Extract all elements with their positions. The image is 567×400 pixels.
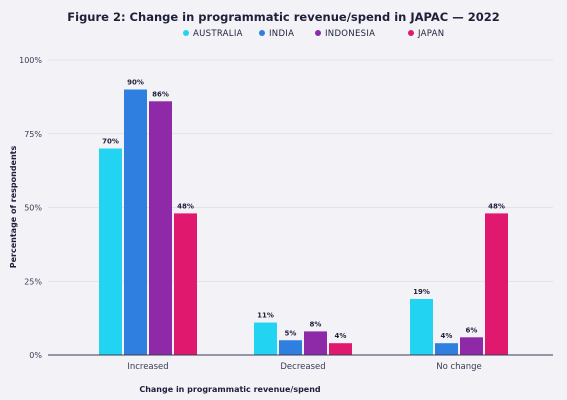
bar-india-increased xyxy=(124,89,147,355)
data-label: 6% xyxy=(466,326,478,334)
legend-item-australia: AUSTRALIA xyxy=(183,29,243,39)
legend-item-japan: JAPAN xyxy=(408,29,444,39)
bar-india-no-change xyxy=(435,343,458,355)
data-label: 48% xyxy=(488,202,505,210)
bar-japan-decreased xyxy=(329,343,352,355)
bar-indonesia-decreased xyxy=(304,331,327,355)
x-axis-categories: Increased Decreased No change xyxy=(127,362,481,372)
legend-item-indonesia: INDONESIA xyxy=(315,29,375,39)
data-label: 4% xyxy=(441,332,453,340)
x-category-label: Increased xyxy=(127,362,168,372)
bar-australia-no-change xyxy=(410,298,433,355)
legend-swatch xyxy=(315,30,321,36)
data-label: 11% xyxy=(257,312,274,320)
y-tick-label: 100% xyxy=(19,56,42,65)
data-label: 86% xyxy=(152,90,169,98)
legend: AUSTRALIA INDIA INDONESIA JAPAN xyxy=(183,29,444,39)
y-tick-label: 75% xyxy=(24,130,42,139)
y-axis-title: Percentage of respondents xyxy=(9,146,18,269)
bar-japan-no-change xyxy=(485,213,508,355)
data-labels: 70% 90% 86% 48% 11% 5% 8% 4% 19% 4% 6% 48% xyxy=(102,79,505,341)
data-label: 90% xyxy=(127,79,144,87)
x-category-label: Decreased xyxy=(280,362,325,372)
data-label: 4% xyxy=(335,332,347,340)
data-label: 5% xyxy=(285,329,297,337)
data-label: 8% xyxy=(310,320,322,328)
legend-label: INDIA xyxy=(269,29,294,39)
legend-swatch xyxy=(183,30,189,36)
x-axis-title: Change in programmatic revenue/spend xyxy=(139,385,321,394)
y-tick-label: 25% xyxy=(24,277,42,286)
bar-australia-increased xyxy=(99,148,122,355)
legend-label: INDONESIA xyxy=(325,29,375,39)
legend-label: AUSTRALIA xyxy=(193,29,243,39)
bar-indonesia-no-change xyxy=(460,337,483,355)
bars xyxy=(99,89,508,355)
bar-australia-decreased xyxy=(254,322,277,355)
data-label: 70% xyxy=(102,138,119,146)
data-label: 48% xyxy=(177,202,194,210)
legend-swatch xyxy=(259,30,265,36)
data-label: 19% xyxy=(413,288,430,296)
y-axis-ticks: 0% 25% 50% 75% 100% xyxy=(19,56,42,360)
y-tick-label: 50% xyxy=(24,204,42,213)
bar-india-decreased xyxy=(279,340,302,355)
gridlines xyxy=(48,59,553,282)
legend-swatch xyxy=(408,30,414,36)
chart-title: Figure 2: Change in programmatic revenue… xyxy=(67,10,499,24)
bar-japan-increased xyxy=(174,213,197,355)
bar-indonesia-increased xyxy=(149,101,172,355)
legend-item-india: INDIA xyxy=(259,29,294,39)
y-tick-label: 0% xyxy=(29,351,42,360)
x-category-label: No change xyxy=(436,362,482,372)
legend-label: JAPAN xyxy=(417,29,444,39)
